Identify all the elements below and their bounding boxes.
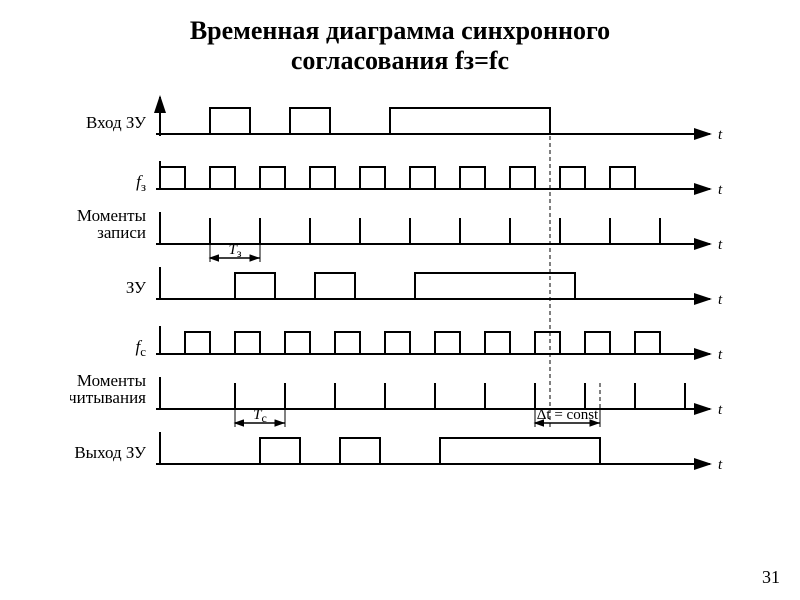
page-number: 31 — [762, 567, 780, 588]
svg-text:fз: fз — [136, 172, 146, 194]
title-line-1: Временная диаграмма синхронного — [190, 16, 610, 45]
svg-text:t: t — [718, 457, 723, 473]
svg-text:считывания: считывания — [70, 388, 146, 407]
svg-text:t: t — [718, 127, 723, 143]
svg-text:записи: записи — [97, 223, 146, 242]
svg-text:t: t — [718, 182, 723, 198]
svg-text:Δt = const: Δt = const — [537, 407, 599, 423]
timing-diagram: tВход ЗУtfзtМоментызаписиTзtЗУtfсtМомент… — [70, 92, 730, 562]
svg-text:t: t — [718, 347, 723, 363]
title-line-2: согласования fз=fc — [291, 46, 509, 75]
svg-text:t: t — [718, 402, 723, 418]
svg-text:fс: fс — [135, 337, 146, 359]
svg-text:ЗУ: ЗУ — [126, 278, 147, 297]
svg-text:t: t — [718, 292, 723, 308]
svg-text:t: t — [718, 237, 723, 253]
slide-title: Временная диаграмма синхронного согласов… — [0, 16, 800, 76]
svg-text:Вход ЗУ: Вход ЗУ — [86, 113, 147, 132]
svg-text:Выход ЗУ: Выход ЗУ — [74, 443, 147, 462]
